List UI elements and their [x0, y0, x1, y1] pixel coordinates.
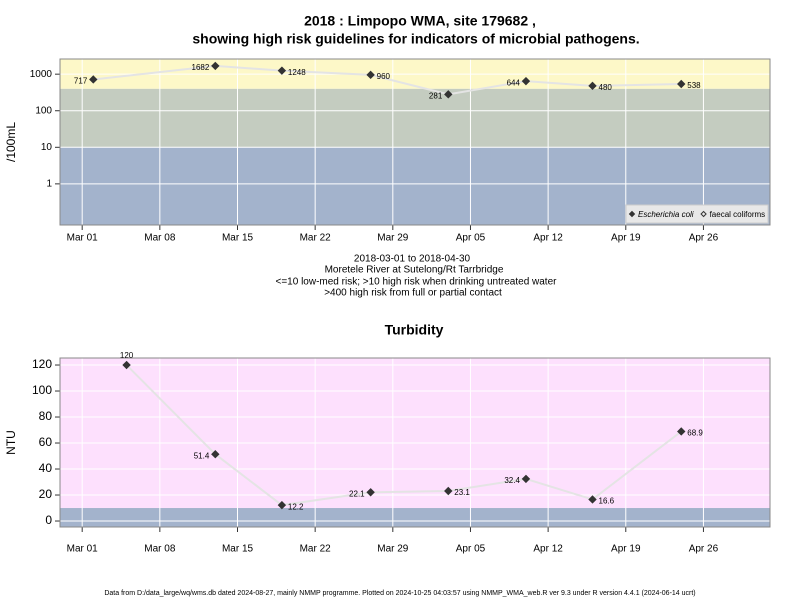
legend-box: [625, 204, 769, 224]
note: Moretele River at Sutelong/Rt Tarrbridge: [325, 265, 504, 276]
x-tick-label: Mar 08: [144, 233, 176, 244]
data-point: [277, 66, 287, 75]
chart-title: showing high risk guidelines for indicat…: [192, 31, 639, 47]
data-point: [211, 61, 220, 71]
note: 2018-03-01 to 2018-04-30: [354, 254, 471, 265]
y-tick-label: 20: [39, 487, 53, 501]
x-tick-label: Mar 22: [300, 544, 332, 555]
plot-frame: [59, 357, 771, 528]
data-label: 1248: [288, 68, 306, 77]
note: >400 high risk from full or partial cont…: [324, 288, 502, 299]
data-label: 1682: [192, 63, 210, 72]
chart-title: 2018 : Limpopo WMA, site 179682 ,: [304, 13, 536, 29]
x-tick-label: Mar 22: [300, 233, 332, 244]
y-axis-label: NTU: [4, 430, 18, 455]
x-tick-label: Mar 01: [67, 544, 99, 555]
legend-label: Escherichia coli: [638, 210, 694, 219]
y-tick-label: 60: [39, 435, 53, 449]
risk-band: [60, 358, 770, 509]
chart-title: Turbidity: [385, 322, 444, 338]
data-point: [366, 488, 375, 497]
data-point: [444, 486, 453, 496]
x-tick-label: Apr 19: [611, 233, 641, 244]
series-line: [93, 64, 682, 96]
y-tick-label: 100: [35, 105, 52, 116]
y-tick-label: 10: [41, 142, 53, 153]
footer: Data from D:/data_large/wq/wms.db dated …: [104, 590, 695, 597]
data-point: [122, 360, 131, 370]
x-tick-label: Mar 01: [67, 233, 99, 244]
y-tick-label: 1000: [30, 69, 53, 80]
data-label: 16.6: [599, 497, 615, 506]
data-label: 644: [507, 78, 521, 87]
data-point: [588, 495, 597, 504]
y-tick-label: 0: [45, 513, 52, 527]
risk-band: [60, 508, 770, 527]
data-label: 960: [377, 72, 391, 81]
data-label: 717: [74, 77, 88, 86]
x-tick-label: Mar 15: [222, 233, 254, 244]
legend-label: faecal coliforms: [710, 210, 766, 219]
x-tick-label: Mar 29: [377, 544, 409, 555]
data-point: [444, 90, 453, 99]
data-label: 32.4: [504, 476, 520, 485]
x-tick-label: Mar 15: [222, 544, 254, 555]
risk-band: [60, 88, 770, 148]
y-tick-label: 100: [32, 383, 52, 397]
note: <=10 low-med risk; >10 high risk when dr…: [276, 277, 558, 288]
data-point: [588, 81, 597, 91]
x-tick-label: Mar 29: [377, 233, 409, 244]
data-point: [677, 79, 686, 89]
y-tick-label: 1: [46, 179, 52, 190]
data-point: [89, 75, 98, 84]
data-label: 51.4: [194, 451, 210, 460]
y-axis-label: /100mL: [4, 122, 18, 162]
x-tick-label: Apr 12: [533, 544, 563, 555]
y-tick-label: 40: [39, 461, 53, 475]
data-point: [277, 500, 287, 510]
series-line: [125, 364, 682, 507]
x-tick-label: Apr 26: [689, 544, 719, 555]
x-tick-label: Mar 08: [144, 544, 176, 555]
x-tick-label: Apr 26: [689, 233, 719, 244]
data-label: 22.1: [349, 489, 365, 498]
data-point: [677, 427, 686, 436]
data-label: 120: [120, 351, 134, 360]
x-tick-label: Apr 05: [456, 544, 486, 555]
x-tick-label: Apr 19: [611, 544, 641, 555]
legend-marker: [700, 210, 707, 218]
data-label: 23.1: [454, 488, 470, 497]
data-point: [211, 449, 220, 459]
data-label: 12.2: [288, 502, 304, 511]
y-tick-label: 120: [32, 357, 52, 371]
legend-marker: [628, 210, 636, 218]
plot-frame: [59, 58, 771, 226]
y-tick-label: 80: [39, 409, 53, 423]
x-tick-label: Apr 05: [456, 233, 486, 244]
data-label: 538: [687, 81, 701, 90]
data-label: 281: [429, 91, 443, 100]
x-tick-label: Apr 12: [533, 233, 563, 244]
data-point: [521, 76, 531, 86]
data-label: 480: [599, 83, 613, 92]
data-point: [366, 70, 375, 80]
data-point: [521, 474, 531, 484]
data-label: 68.9: [687, 429, 703, 438]
